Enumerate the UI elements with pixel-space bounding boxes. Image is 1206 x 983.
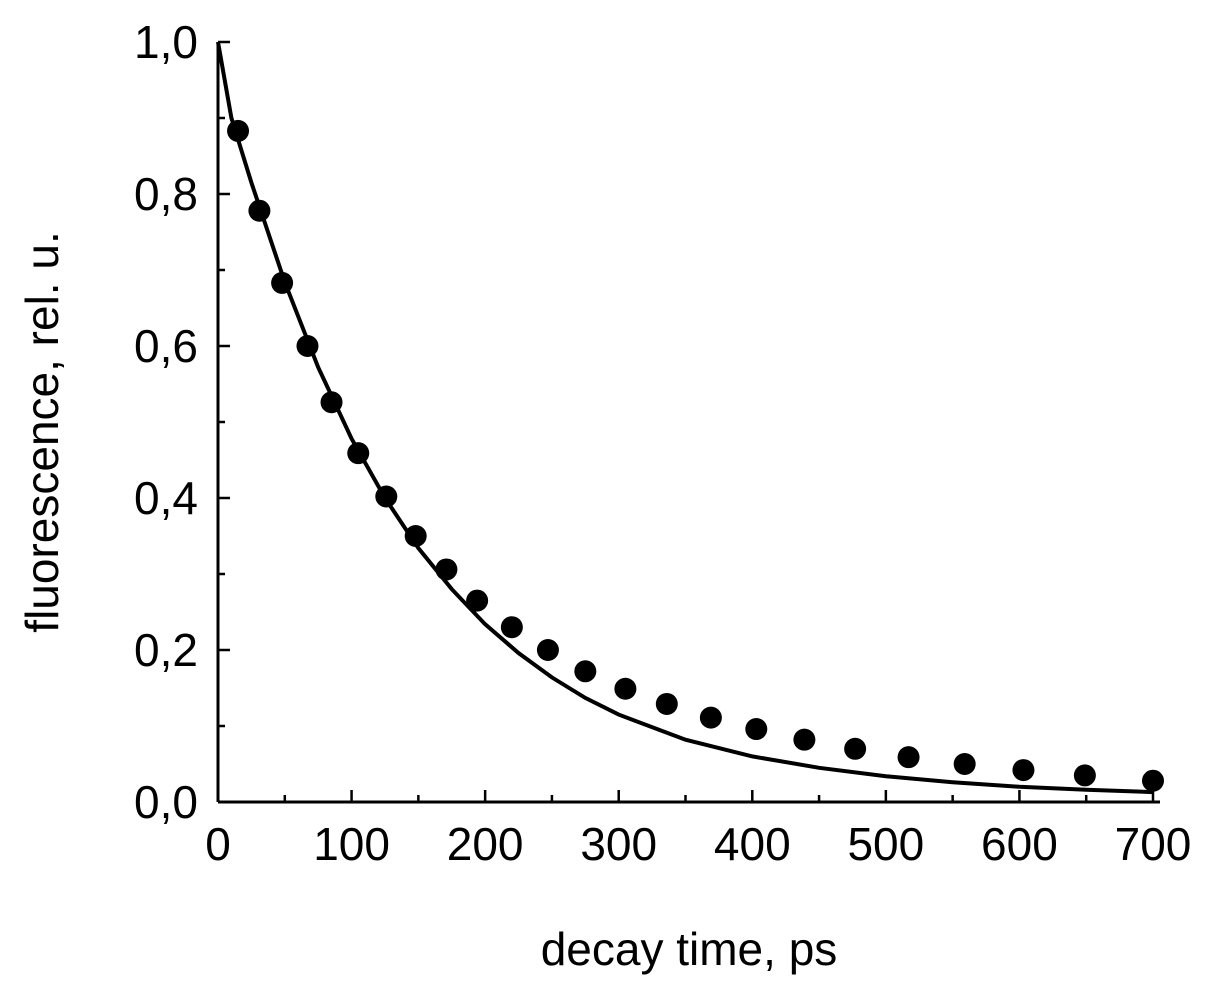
y-tick-label: 0,2 bbox=[134, 624, 198, 676]
y-tick-label: 1,0 bbox=[134, 16, 198, 68]
x-axis-title: decay time, ps bbox=[541, 923, 838, 975]
tick-labels-layer: 0 100 200 300 400 500 600 700 0,0 0,2 0,4 0,6 0,8 1,0 bbox=[134, 16, 1191, 870]
data-point bbox=[404, 525, 427, 547]
data-point bbox=[500, 616, 523, 639]
fit-line bbox=[216, 41, 1154, 795]
data-point bbox=[1073, 764, 1096, 787]
x-tick-label: 300 bbox=[580, 818, 657, 870]
data-point bbox=[699, 706, 722, 729]
x-tick-label: 100 bbox=[313, 818, 390, 870]
x-tick-label: 400 bbox=[714, 818, 791, 870]
data-point bbox=[953, 753, 976, 775]
data-point bbox=[844, 737, 867, 760]
x-tick-label: 0 bbox=[205, 818, 231, 870]
y-tick-label: 0,6 bbox=[134, 320, 198, 372]
data-point bbox=[435, 558, 458, 581]
data-point bbox=[248, 199, 271, 222]
data-point bbox=[655, 692, 678, 715]
y-axis-title: fluorescence, rel. u. bbox=[16, 231, 68, 632]
data-point bbox=[1142, 769, 1164, 792]
x-tick-label: 200 bbox=[447, 818, 524, 870]
data-point bbox=[793, 728, 816, 751]
x-tick-label: 600 bbox=[981, 818, 1058, 870]
data-point bbox=[614, 677, 637, 700]
data-point bbox=[466, 589, 489, 612]
ticks-layer bbox=[216, 40, 1155, 804]
y-tick-label: 0,4 bbox=[134, 472, 198, 524]
x-tick-label: 700 bbox=[1115, 818, 1192, 870]
data-point bbox=[320, 391, 343, 414]
data-point bbox=[375, 485, 398, 508]
data-point bbox=[296, 335, 319, 357]
data-point bbox=[897, 746, 920, 769]
data-point bbox=[574, 660, 597, 683]
y-tick-label: 0,8 bbox=[134, 168, 198, 220]
y-tick-label: 0,0 bbox=[134, 776, 198, 828]
data-point bbox=[271, 271, 294, 294]
data-points-layer bbox=[227, 119, 1164, 792]
data-point bbox=[347, 442, 370, 465]
data-point bbox=[227, 119, 250, 142]
x-tick-label: 500 bbox=[847, 818, 924, 870]
data-point bbox=[745, 718, 768, 741]
data-point bbox=[536, 639, 559, 661]
data-point bbox=[1012, 759, 1035, 782]
